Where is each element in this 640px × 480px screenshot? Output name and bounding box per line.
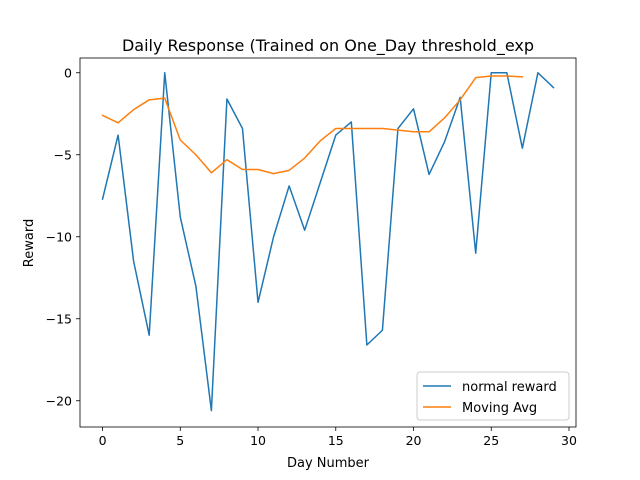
data-point-normal-reward <box>132 260 134 262</box>
x-axis: 0 5 10 15 20 25 30 <box>99 427 577 448</box>
data-point-normal-reward <box>521 147 523 149</box>
legend-label-normal-reward: normal reward <box>462 380 557 395</box>
data-point-moving-avg <box>521 76 523 78</box>
x-tick-label: 25 <box>483 433 499 448</box>
data-point-normal-reward <box>412 108 414 110</box>
data-point-moving-avg <box>117 122 119 124</box>
series-lines <box>101 72 555 412</box>
data-point-normal-reward <box>148 334 150 336</box>
data-point-moving-avg <box>303 157 305 159</box>
data-point-normal-reward <box>490 72 492 74</box>
data-point-normal-reward <box>164 72 166 74</box>
data-point-moving-avg <box>241 168 243 170</box>
x-tick-label: 0 <box>99 433 107 448</box>
data-point-moving-avg <box>366 127 368 129</box>
data-point-moving-avg <box>397 129 399 131</box>
data-point-normal-reward <box>506 72 508 74</box>
data-point-normal-reward <box>226 98 228 100</box>
data-point-normal-reward <box>303 229 305 231</box>
data-point-normal-reward <box>210 409 212 411</box>
data-point-moving-avg <box>335 127 337 129</box>
data-point-normal-reward <box>366 344 368 346</box>
data-point-normal-reward <box>241 127 243 129</box>
x-tick-label: 20 <box>406 433 422 448</box>
data-point-moving-avg <box>443 117 445 119</box>
y-axis-label: Reward <box>22 219 37 267</box>
data-point-normal-reward <box>475 252 477 254</box>
data-point-moving-avg <box>506 75 508 77</box>
data-point-normal-reward <box>443 140 445 142</box>
data-point-normal-reward <box>272 236 274 238</box>
x-tick-label: 5 <box>176 433 184 448</box>
y-tick-label: 0 <box>64 65 72 80</box>
data-point-moving-avg <box>195 154 197 156</box>
data-point-moving-avg <box>210 172 212 174</box>
data-point-normal-reward <box>288 185 290 187</box>
legend-label-moving-avg: Moving Avg <box>462 401 537 416</box>
data-point-moving-avg <box>148 99 150 101</box>
x-axis-label: Day Number <box>287 456 370 471</box>
data-point-normal-reward <box>537 72 539 74</box>
data-point-normal-reward <box>101 198 103 200</box>
legend-box <box>416 371 570 421</box>
y-tick-label: −15 <box>46 311 72 326</box>
x-tick-label: 15 <box>328 433 344 448</box>
data-point-moving-avg <box>164 97 166 99</box>
data-point-moving-avg <box>459 99 461 101</box>
plot-area-frame <box>79 57 577 428</box>
data-point-normal-reward <box>350 121 352 123</box>
y-tick-label: −10 <box>46 229 72 244</box>
data-point-normal-reward <box>319 181 321 183</box>
y-axis: 0 −5 −10 −15 −20 <box>46 65 80 408</box>
chart-title: Daily Response (Trained on One_Day thres… <box>122 36 534 56</box>
data-point-normal-reward <box>179 216 181 218</box>
data-point-moving-avg <box>179 139 181 141</box>
data-point-moving-avg <box>132 108 134 110</box>
data-point-normal-reward <box>428 173 430 175</box>
data-point-moving-avg <box>226 158 228 160</box>
data-point-moving-avg <box>428 131 430 133</box>
data-point-moving-avg <box>412 131 414 133</box>
data-point-moving-avg <box>288 169 290 171</box>
data-point-moving-avg <box>319 140 321 142</box>
data-point-moving-avg <box>490 75 492 77</box>
data-point-moving-avg <box>257 168 259 170</box>
x-tick-label: 30 <box>561 433 577 448</box>
data-point-moving-avg <box>101 114 103 116</box>
x-tick-label: 10 <box>250 433 266 448</box>
data-point-normal-reward <box>257 301 259 303</box>
data-point-normal-reward <box>117 134 119 136</box>
data-point-moving-avg <box>475 76 477 78</box>
data-point-normal-reward <box>552 86 554 88</box>
data-point-normal-reward <box>381 329 383 331</box>
data-point-moving-avg <box>272 172 274 174</box>
y-tick-label: −20 <box>46 393 72 408</box>
data-point-normal-reward <box>195 285 197 287</box>
series-line-normal-reward <box>101 72 555 412</box>
legend: normal reward Moving Avg <box>416 371 570 421</box>
series-line-moving-avg <box>101 75 524 175</box>
data-point-moving-avg <box>381 127 383 129</box>
data-point-normal-reward <box>335 134 337 136</box>
data-point-moving-avg <box>350 127 352 129</box>
y-tick-label: −5 <box>54 147 72 162</box>
